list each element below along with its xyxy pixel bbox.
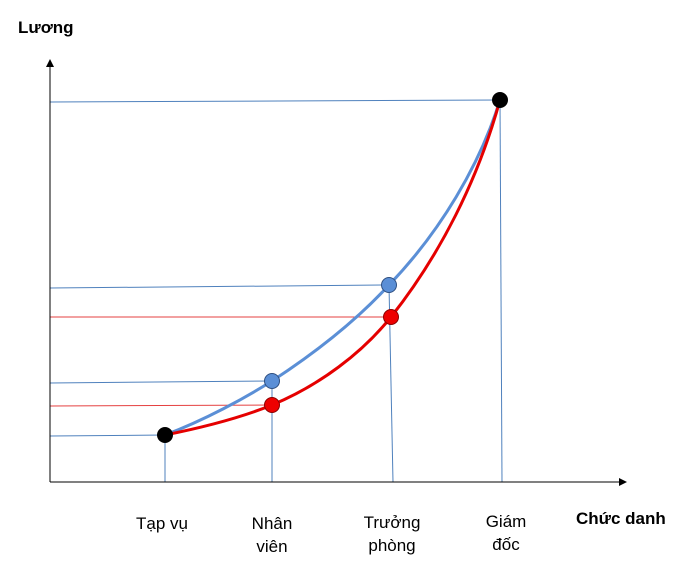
category-label-staff-line1: Nhân: [252, 514, 293, 533]
category-label-director-line2: đốc: [492, 535, 520, 554]
x-axis-title: Chức danh: [576, 509, 666, 528]
director-point: [492, 92, 508, 108]
guide-line-staff-red-horizontal: [49, 404, 273, 407]
guide-line-janitor-horizontal: [49, 434, 166, 437]
staff-red-point: [264, 397, 280, 413]
category-label-director-line1: Giám: [486, 512, 527, 531]
manager-blue-point: [381, 277, 397, 293]
red-salary-curve: [164, 99, 502, 437]
guide-line-manager-blue-horizontal: [49, 284, 390, 289]
guide-line-director-horizontal: [49, 99, 501, 103]
staff-blue-point: [264, 373, 280, 389]
category-label-manager-line2: phòng: [368, 536, 415, 555]
guide-line-staff-blue-horizontal: [49, 380, 273, 384]
janitor-point: [157, 427, 173, 443]
category-label-janitor: Tạp vụ: [136, 514, 188, 533]
category-label-manager-line1: Trưởng: [364, 513, 421, 532]
y-axis-title: Lương: [18, 18, 74, 37]
category-label-staff-line2: viên: [256, 537, 287, 556]
guide-line-director-vertical: [499, 99, 503, 483]
manager-red-point: [383, 309, 399, 325]
blue-salary-curve: [164, 99, 502, 437]
